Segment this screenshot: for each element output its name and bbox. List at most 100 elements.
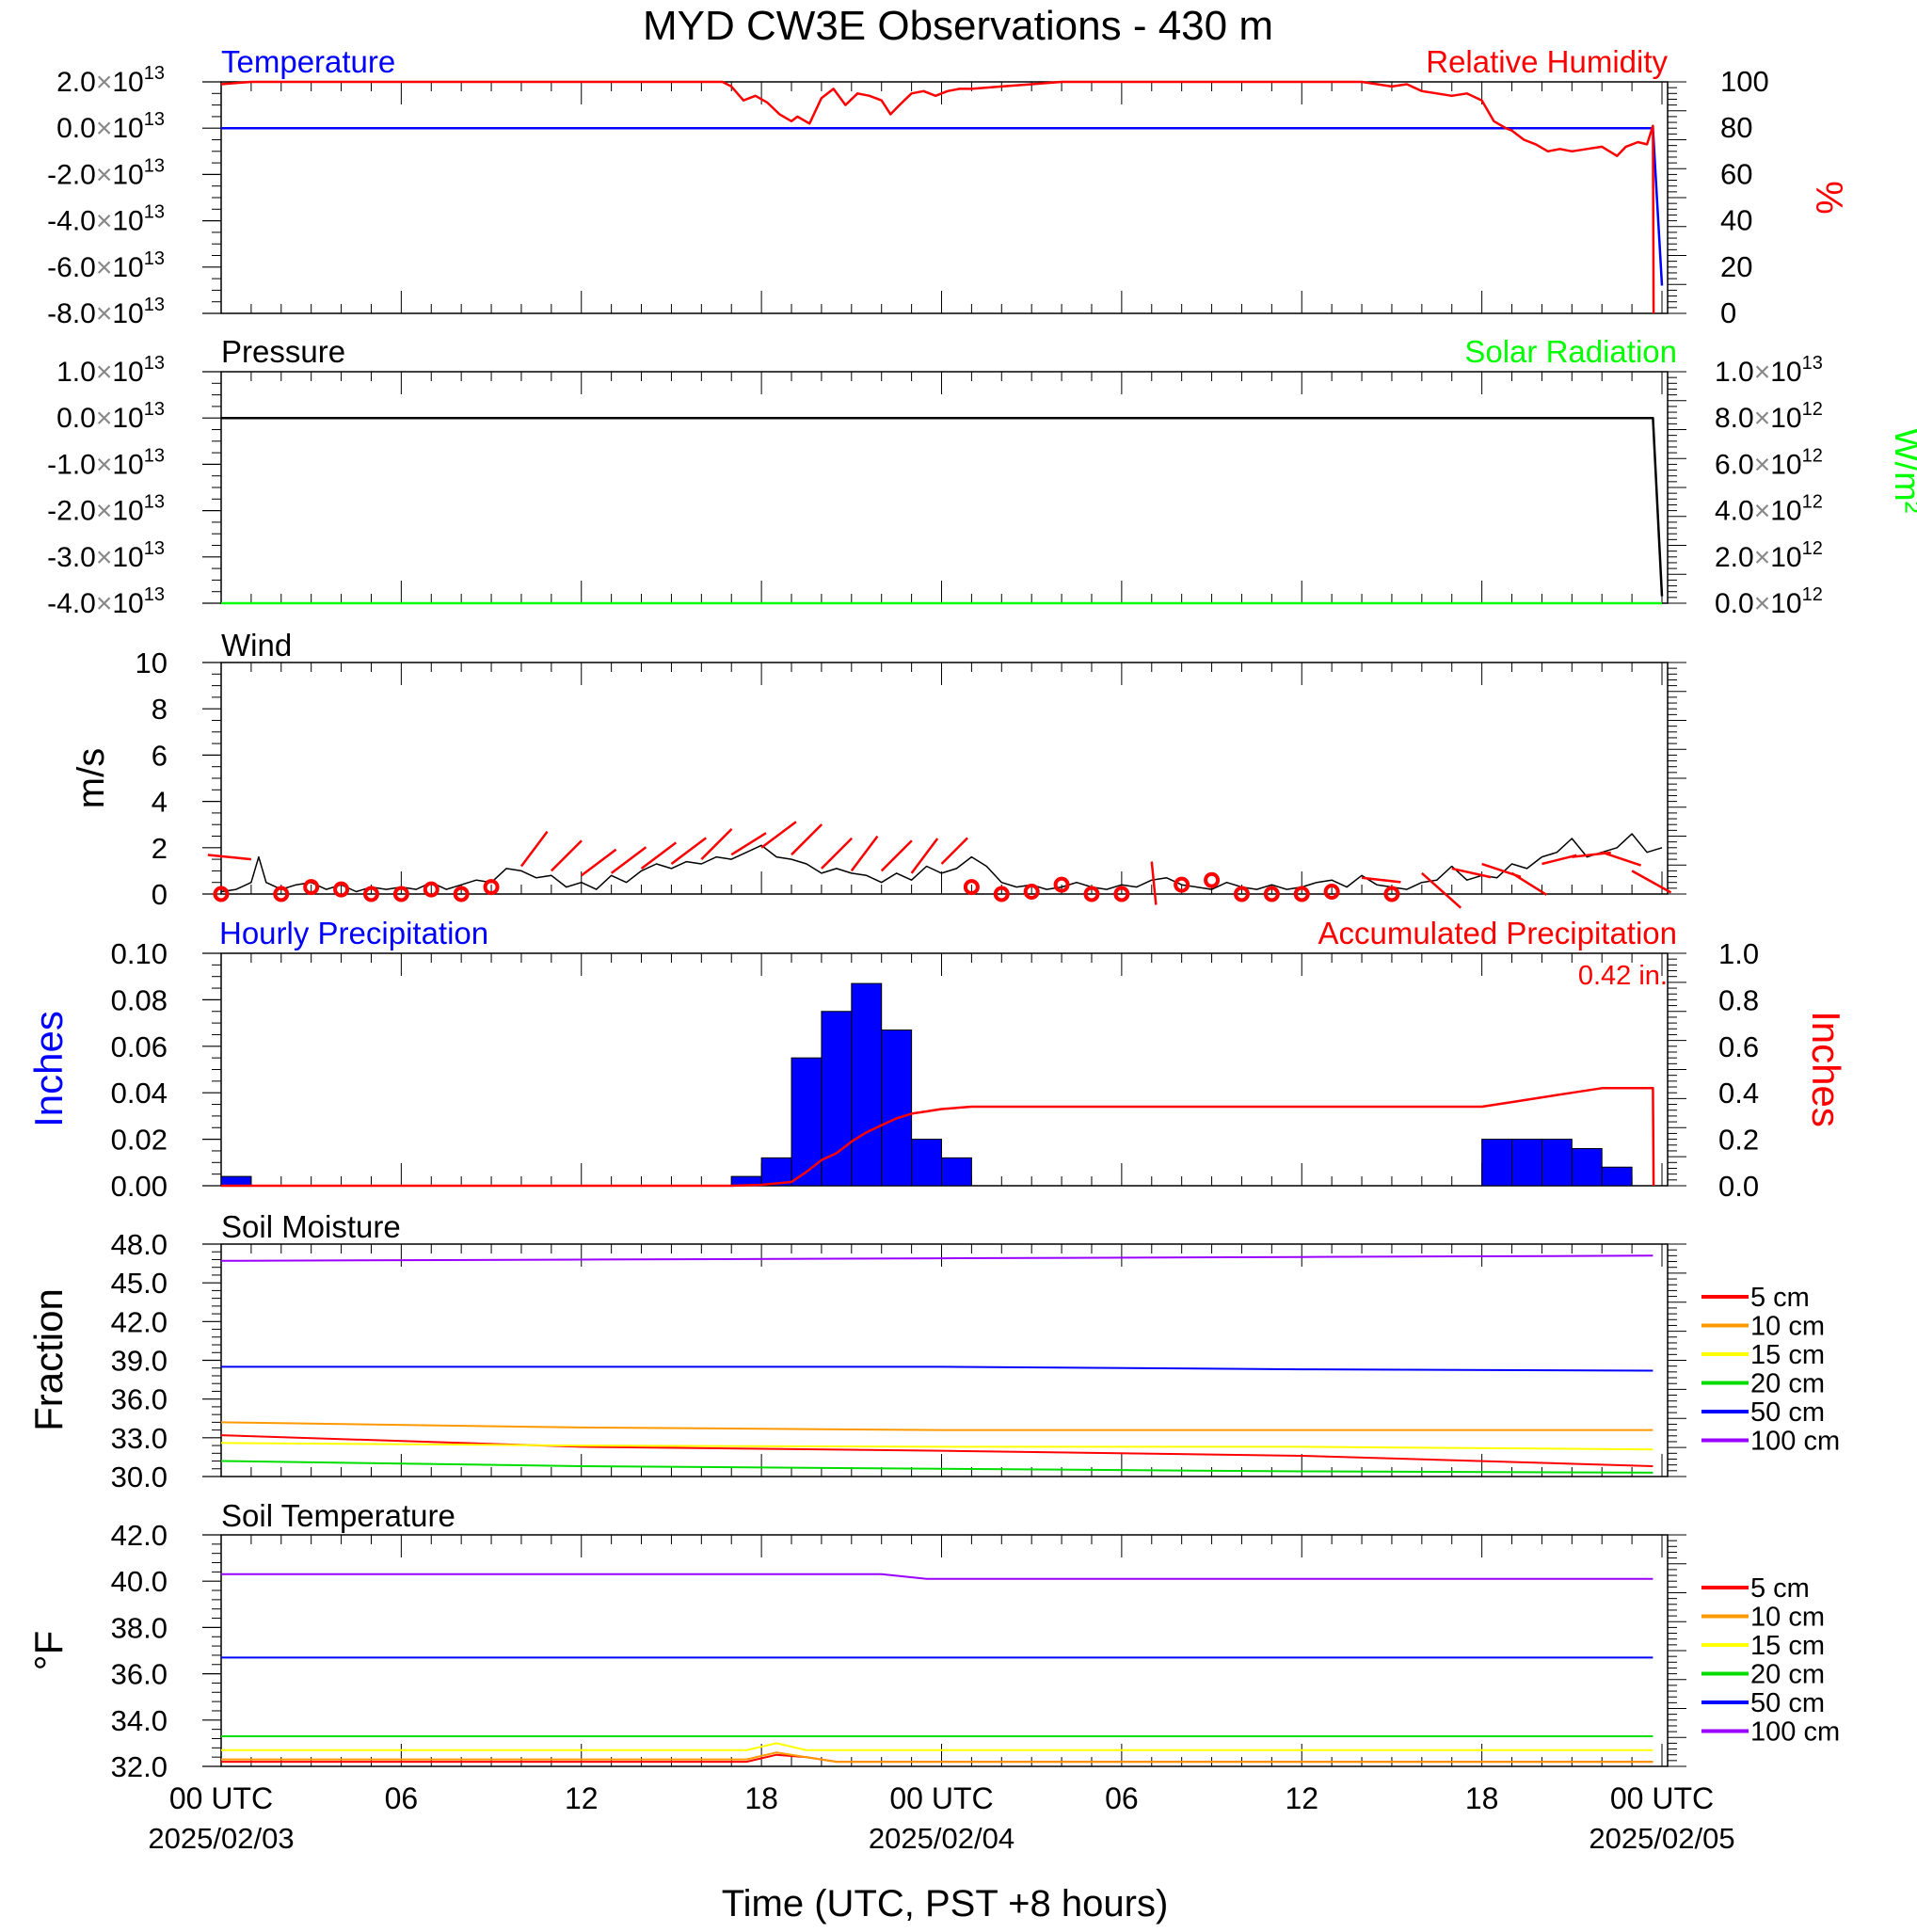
humidity-line xyxy=(220,80,1655,314)
hourly-precip-bar xyxy=(1511,1139,1542,1187)
panel-pressure-solar: Pressure Solar Radiation W/m² 1.0×1013 0.… xyxy=(47,334,1917,619)
legend-label: 5 cm xyxy=(1750,1573,1810,1604)
temperature-label: Temperature xyxy=(221,44,395,79)
wind-speed-line xyxy=(220,833,1663,893)
wind-barb xyxy=(1631,870,1672,894)
calm-wind-marker xyxy=(333,881,350,898)
calm-wind-marker xyxy=(1383,886,1400,902)
soil-moisture-tick-label: 48.0 xyxy=(111,1228,168,1261)
panel-frame xyxy=(220,662,1669,895)
pressure-label: Pressure xyxy=(221,334,345,369)
wind-barb xyxy=(1451,867,1492,879)
humidity-tick-label: 80 xyxy=(1720,111,1752,144)
legend-label: 10 cm xyxy=(1750,1603,1825,1633)
wind-barb xyxy=(640,841,678,870)
humidity-tick-label: 0 xyxy=(1720,296,1736,329)
panel-frame xyxy=(220,371,1669,604)
precip-right-unit: Inches xyxy=(1804,1011,1848,1127)
wind-barb xyxy=(1150,861,1158,905)
pressure-line xyxy=(221,416,1664,597)
legend-label: 15 cm xyxy=(1750,1340,1825,1370)
wind-barb xyxy=(791,823,823,856)
soil-moisture-unit: Fraction xyxy=(26,1288,71,1431)
temperature-tick-label: -2.0×1013 xyxy=(47,155,165,190)
calm-wind-marker xyxy=(963,879,980,896)
pressure-tick-label: -3.0×1013 xyxy=(47,538,165,573)
accumulated-precipitation-label: Accumulated Precipitation xyxy=(1318,916,1677,950)
calm-wind-marker xyxy=(1204,871,1221,888)
soil-moisture-line xyxy=(220,1434,1653,1467)
temperature-tick-label: 0.0×1013 xyxy=(56,109,165,144)
wind-tick-label: 6 xyxy=(152,739,168,772)
calm-wind-marker xyxy=(423,881,439,898)
humidity-label: Relative Humidity xyxy=(1426,44,1668,79)
accumulated-precip-line xyxy=(221,1087,1655,1188)
wind-tick-label: 8 xyxy=(152,693,168,726)
temperature-line xyxy=(221,126,1664,286)
calm-wind-marker xyxy=(1113,886,1130,902)
x-axis-label: Time (UTC, PST +8 hours) xyxy=(722,1883,1169,1924)
wind-barb xyxy=(550,839,583,872)
hourly-precip-bar xyxy=(821,1011,853,1187)
x-date-label: 2025/02/05 xyxy=(1589,1822,1734,1855)
precip-left-tick-label: 0.10 xyxy=(111,937,168,970)
pressure-tick-label: 1.0×1013 xyxy=(56,353,165,388)
hourly-precipitation-label: Hourly Precipitation xyxy=(219,916,488,950)
wind-barb xyxy=(1542,854,1577,866)
calm-wind-marker xyxy=(303,879,320,896)
calm-wind-marker xyxy=(1293,886,1310,902)
wind-barb xyxy=(700,828,733,860)
soil-moisture-tick-label: 39.0 xyxy=(111,1345,168,1378)
soil-temperature-tick-label: 42.0 xyxy=(111,1519,168,1552)
legend-label: 20 cm xyxy=(1750,1660,1825,1690)
soil-temperature-line xyxy=(221,1573,1653,1580)
wind-barb xyxy=(730,832,767,856)
legend-label: 20 cm xyxy=(1750,1369,1825,1399)
pressure-tick-label: -4.0×1013 xyxy=(47,584,165,619)
soil-temperature-tick-label: 40.0 xyxy=(111,1565,168,1598)
x-tick-label: 18 xyxy=(744,1781,778,1815)
precip-right-tick-label: 0.2 xyxy=(1718,1124,1759,1157)
wind-barb xyxy=(1421,871,1462,909)
wind-barb xyxy=(910,838,939,874)
wind-barb xyxy=(760,821,797,849)
hourly-precip-bar xyxy=(760,1157,792,1187)
wind-barb xyxy=(850,835,879,872)
soil-temperature-tick-label: 38.0 xyxy=(111,1611,168,1644)
x-tick-label: 06 xyxy=(1105,1781,1139,1815)
precip-left-tick-label: 0.04 xyxy=(111,1077,168,1110)
temperature-tick-label: -6.0×1013 xyxy=(47,248,165,283)
x-axis: 00 UTC 2025/02/03 06 12 18 00 UTC 2025/02/04 06… xyxy=(148,1781,1734,1855)
solar-tick-label: 4.0×1012 xyxy=(1715,492,1823,527)
humidity-unit: % xyxy=(1808,181,1849,215)
hourly-precip-bar xyxy=(791,1057,823,1187)
precip-right-tick-label: 0.6 xyxy=(1718,1030,1759,1063)
wind-barb xyxy=(821,837,854,870)
wind-barb xyxy=(1601,851,1642,867)
hourly-precip-bar xyxy=(911,1139,943,1187)
x-tick-label: 12 xyxy=(1285,1781,1318,1815)
calm-wind-marker xyxy=(483,879,500,896)
calm-wind-marker xyxy=(273,886,290,902)
wind-tick-label: 4 xyxy=(152,786,168,819)
wind-barb xyxy=(610,846,647,874)
soil-moisture-line xyxy=(220,1421,1653,1431)
soil-temperature-line xyxy=(221,1753,1653,1764)
soil-moisture-line xyxy=(220,1254,1653,1262)
hourly-precip-bar xyxy=(220,1175,252,1187)
panel-soil-moisture: Soil Moisture Fraction 30.0 33.0 36.0 39.0 4… xyxy=(26,1209,1840,1493)
temperature-tick-label: -4.0×1013 xyxy=(47,202,165,237)
solar-tick-label: 2.0×1012 xyxy=(1715,538,1823,573)
humidity-tick-label: 40 xyxy=(1720,204,1752,237)
soil-moisture-line xyxy=(220,1460,1653,1474)
x-date-label: 2025/02/04 xyxy=(869,1822,1014,1855)
soil-temperature-line xyxy=(221,1742,1653,1751)
precip-right-tick-label: 0.4 xyxy=(1718,1077,1759,1110)
pressure-tick-label: -1.0×1013 xyxy=(47,445,165,480)
panel-frame xyxy=(220,952,1669,1187)
wind-barb xyxy=(519,830,549,868)
solar-tick-label: 0.0×1012 xyxy=(1715,584,1823,619)
legend-label: 10 cm xyxy=(1750,1312,1825,1342)
calm-wind-marker xyxy=(362,886,379,902)
